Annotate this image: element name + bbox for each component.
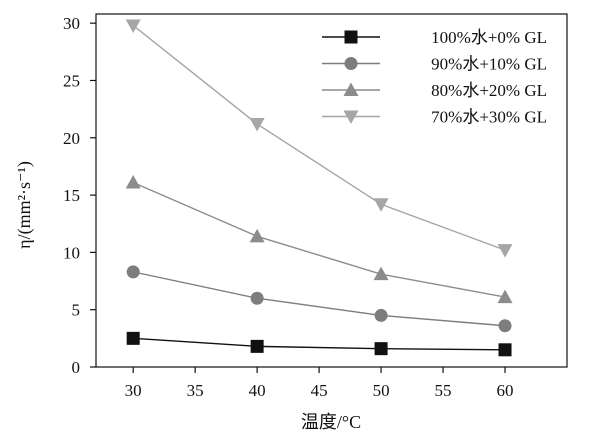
x-axis: 30 35 40 45 50 55 60 xyxy=(125,367,514,400)
legend-marker xyxy=(344,30,358,44)
data-point xyxy=(249,228,265,243)
y-tick-label: 10 xyxy=(63,243,80,262)
data-point xyxy=(249,118,265,132)
series-line xyxy=(132,24,506,251)
series-4 xyxy=(125,19,513,258)
legend-item: 90%水+10% GL xyxy=(322,55,547,74)
y-axis: 0 5 10 15 20 25 30 xyxy=(63,14,96,377)
x-tick-label: 35 xyxy=(187,381,204,400)
series-line xyxy=(133,337,506,351)
plot-frame xyxy=(95,13,568,368)
x-tick-label: 50 xyxy=(373,381,390,400)
series-layer xyxy=(125,19,513,357)
series-3 xyxy=(125,174,513,304)
legend-marker xyxy=(343,82,359,96)
legend-item: 100%水+0% GL xyxy=(322,28,547,47)
y-tick-label: 30 xyxy=(63,14,80,33)
legend-label: 80%水+20% GL xyxy=(431,81,547,100)
series-1 xyxy=(126,331,512,357)
plot-area xyxy=(95,13,568,368)
y-tick-label: 25 xyxy=(63,71,80,90)
data-point xyxy=(374,308,388,322)
data-point xyxy=(126,265,140,279)
data-point xyxy=(126,331,140,345)
legend-label: 70%水+30% GL xyxy=(431,108,547,127)
data-point xyxy=(125,19,141,33)
y-axis-label: η/(mm²·s⁻¹) xyxy=(14,161,35,249)
data-point xyxy=(374,342,388,356)
legend-label: 90%水+10% GL xyxy=(431,55,547,74)
legend-marker xyxy=(344,57,358,70)
x-tick-label: 45 xyxy=(311,381,328,400)
y-tick-label: 20 xyxy=(63,129,80,148)
series-2 xyxy=(126,265,512,333)
y-tick-label: 5 xyxy=(72,301,81,320)
data-point xyxy=(498,343,512,357)
series-line xyxy=(133,271,506,327)
x-tick-label: 40 xyxy=(249,381,266,400)
legend: 100%水+0% GL 90%水+10% GL 80%水+20% GL 70%水+30… xyxy=(322,28,547,127)
legend-label: 100%水+0% GL xyxy=(431,28,547,47)
x-tick-label: 60 xyxy=(497,381,514,400)
data-point xyxy=(497,289,513,304)
data-point xyxy=(373,198,389,212)
legend-marker xyxy=(343,110,359,124)
data-point xyxy=(373,266,389,281)
data-point xyxy=(497,244,513,258)
x-tick-label: 30 xyxy=(125,381,142,400)
y-tick-label: 15 xyxy=(63,186,80,205)
data-point xyxy=(250,339,264,353)
data-point xyxy=(498,319,512,333)
x-axis-label: 温度/°C xyxy=(301,412,361,432)
series-line xyxy=(132,181,506,298)
data-point xyxy=(125,174,141,189)
y-tick-label: 0 xyxy=(72,358,81,377)
x-tick-label: 55 xyxy=(435,381,452,400)
legend-item: 80%水+20% GL xyxy=(322,81,547,100)
data-point xyxy=(250,291,264,305)
legend-item: 70%水+30% GL xyxy=(322,108,547,127)
